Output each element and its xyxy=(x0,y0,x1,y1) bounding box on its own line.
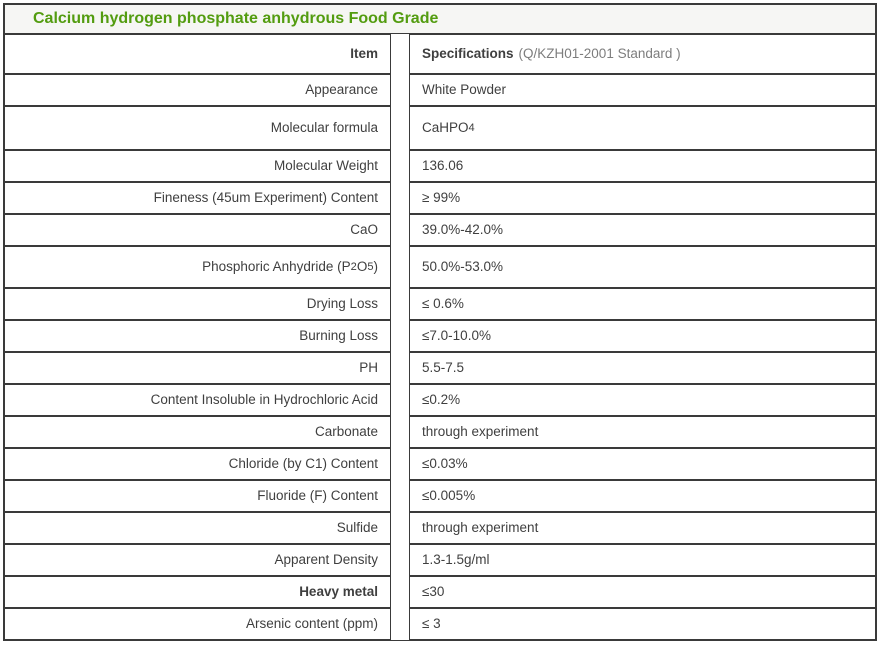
item-cell: Sulfide xyxy=(4,512,391,544)
table-row-drying-loss: Drying Loss ≤ 0.6% xyxy=(4,288,876,320)
spec-cell: ≤7.0-10.0% xyxy=(409,320,876,352)
item-cell: Molecular formula xyxy=(4,106,391,150)
spec-cell: CaHPO 4 xyxy=(409,106,876,150)
table-row-ph: PH 5.5-7.5 xyxy=(4,352,876,384)
table-row-carbonate: Carbonate through experiment xyxy=(4,416,876,448)
item-cell: Arsenic content (ppm) xyxy=(4,608,391,640)
col-header-item: Item xyxy=(4,34,391,74)
spec-cell: White Powder xyxy=(409,74,876,106)
spec-header-note: (Q/KZH01-2001 Standard ) xyxy=(518,45,681,61)
table-row-cao: CaO 39.0%-42.0% xyxy=(4,214,876,246)
item-cell: Fineness (45um Experiment) Content xyxy=(4,182,391,214)
table-row-molecular-weight: Molecular Weight 136.06 xyxy=(4,150,876,182)
table-row-burning-loss: Burning Loss ≤7.0-10.0% xyxy=(4,320,876,352)
spec-cell: ≤30 xyxy=(409,576,876,608)
item-cell: Carbonate xyxy=(4,416,391,448)
item-cell: Apparent Density xyxy=(4,544,391,576)
spec-cell: ≤ 0.6% xyxy=(409,288,876,320)
table-row-apparent-density: Apparent Density 1.3-1.5g/ml xyxy=(4,544,876,576)
table-row-fluoride: Fluoride (F) Content ≤0.005% xyxy=(4,480,876,512)
spec-cell: ≤0.2% xyxy=(409,384,876,416)
spec-cell: ≤ 3 xyxy=(409,608,876,640)
item-cell: Molecular Weight xyxy=(4,150,391,182)
item-cell: Heavy metal xyxy=(4,576,391,608)
item-cell: Content Insoluble in Hydrochloric Acid xyxy=(4,384,391,416)
table-row-insoluble-content: Content Insoluble in Hydrochloric Acid ≤… xyxy=(4,384,876,416)
spec-table: Calcium hydrogen phosphate anhydrous Foo… xyxy=(3,3,877,641)
item-cell: CaO xyxy=(4,214,391,246)
table-row-appearance: Appearance White Powder xyxy=(4,74,876,106)
item-cell: Phosphoric Anhydride (P 2 O 5) xyxy=(4,246,391,288)
col-header-spec: Specifications (Q/KZH01-2001 Standard ) xyxy=(409,34,876,74)
spec-cell: ≥ 99% xyxy=(409,182,876,214)
spec-cell: ≤0.005% xyxy=(409,480,876,512)
spec-cell: ≤0.03% xyxy=(409,448,876,480)
spec-header-label: Specifications xyxy=(422,45,514,61)
spec-cell: 50.0%-53.0% xyxy=(409,246,876,288)
table-header-row: Item Specifications (Q/KZH01-2001 Standa… xyxy=(4,34,876,74)
spec-cell: through experiment xyxy=(409,416,876,448)
spec-cell: 39.0%-42.0% xyxy=(409,214,876,246)
item-cell: Drying Loss xyxy=(4,288,391,320)
spec-cell: 5.5-7.5 xyxy=(409,352,876,384)
spec-cell: through experiment xyxy=(409,512,876,544)
table-row-molecular-formula: Molecular formula CaHPO 4 xyxy=(4,106,876,150)
item-cell: Fluoride (F) Content xyxy=(4,480,391,512)
item-cell: Chloride (by C1) Content xyxy=(4,448,391,480)
item-cell: Burning Loss xyxy=(4,320,391,352)
item-cell: Appearance xyxy=(4,74,391,106)
table-row-fineness: Fineness (45um Experiment) Content ≥ 99% xyxy=(4,182,876,214)
table-row-chloride: Chloride (by C1) Content ≤0.03% xyxy=(4,448,876,480)
table-row-heavy-metal: Heavy metal ≤30 xyxy=(4,576,876,608)
item-cell: PH xyxy=(4,352,391,384)
spec-cell: 136.06 xyxy=(409,150,876,182)
table-row-sulfide: Sulfide through experiment xyxy=(4,512,876,544)
table-row-arsenic: Arsenic content (ppm) ≤ 3 xyxy=(4,608,876,640)
spec-cell: 1.3-1.5g/ml xyxy=(409,544,876,576)
product-title: Calcium hydrogen phosphate anhydrous Foo… xyxy=(4,4,876,34)
table-row-phosphoric-anhydride: Phosphoric Anhydride (P 2 O 5) 50.0%-53.0% xyxy=(4,246,876,288)
